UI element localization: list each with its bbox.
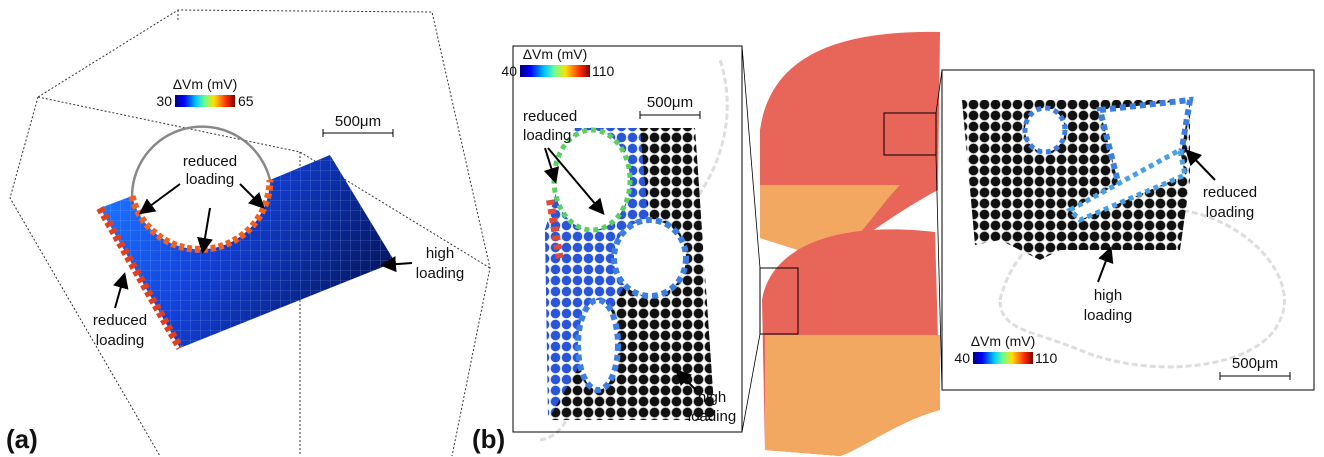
colorbar-max: 110 — [592, 63, 615, 79]
arrow — [203, 208, 210, 250]
hole — [578, 300, 618, 390]
text-line: reduced — [1203, 184, 1257, 201]
panel-label: (a) — [6, 424, 38, 454]
colorbar-min: 40 — [501, 63, 517, 79]
text-line: high — [1094, 287, 1122, 304]
colorbar-max: 110 — [1035, 350, 1058, 366]
colorbar-title: ΔVm (mV) — [173, 76, 238, 92]
text-line: loading — [688, 408, 736, 425]
text-line: loading — [186, 171, 234, 188]
scale-label: 500μm — [335, 113, 381, 130]
arrow — [1098, 250, 1110, 282]
text-line: reduced — [93, 312, 147, 329]
panel-b: ΔVm (mV) 40 110 500μm reduced loading hig… — [472, 32, 1314, 456]
hole — [1025, 108, 1065, 152]
heart-slice-base — [765, 335, 940, 456]
colorbar-min: 40 — [954, 350, 970, 366]
text-line: loading — [1084, 307, 1132, 324]
figure: ΔVm (mV) 30 65 500μm reducedloading redu… — [0, 0, 1324, 457]
colorbar-max: 65 — [238, 93, 254, 109]
text-line: loading — [96, 332, 144, 349]
arrow — [115, 276, 124, 308]
colorbar-title: ΔVm (mV) — [971, 333, 1036, 349]
annotation: reduced loading — [523, 108, 577, 144]
hole — [614, 220, 686, 296]
text-line: reduced — [523, 108, 577, 125]
scale-bar — [640, 111, 700, 119]
annotation: high loading — [416, 245, 464, 282]
text-line: loading — [1206, 204, 1254, 221]
scale-label: 500μm — [1232, 355, 1278, 372]
text-line: high — [426, 245, 454, 262]
arrow — [240, 184, 262, 206]
arrow — [142, 184, 180, 212]
scale-label: 500μm — [647, 94, 693, 111]
annotation: reduced loading — [1203, 184, 1257, 221]
colorbar — [520, 65, 590, 77]
text-line: high — [698, 389, 726, 406]
colorbar-title: ΔVm (mV) — [523, 46, 588, 62]
text-line: loading — [416, 265, 464, 282]
text-line: loading — [523, 127, 571, 144]
arrow — [1188, 152, 1215, 180]
colorbar — [973, 352, 1033, 364]
colorbar — [175, 95, 235, 107]
text-line: reduced — [183, 153, 237, 170]
panel-label: (b) — [472, 424, 505, 454]
scale-bar — [323, 129, 393, 137]
colorbar-min: 30 — [156, 93, 172, 109]
annotation: high loading — [1084, 287, 1132, 324]
hole — [554, 130, 630, 230]
scale-bar — [1220, 372, 1290, 380]
annotation: reduced loading — [93, 312, 147, 349]
